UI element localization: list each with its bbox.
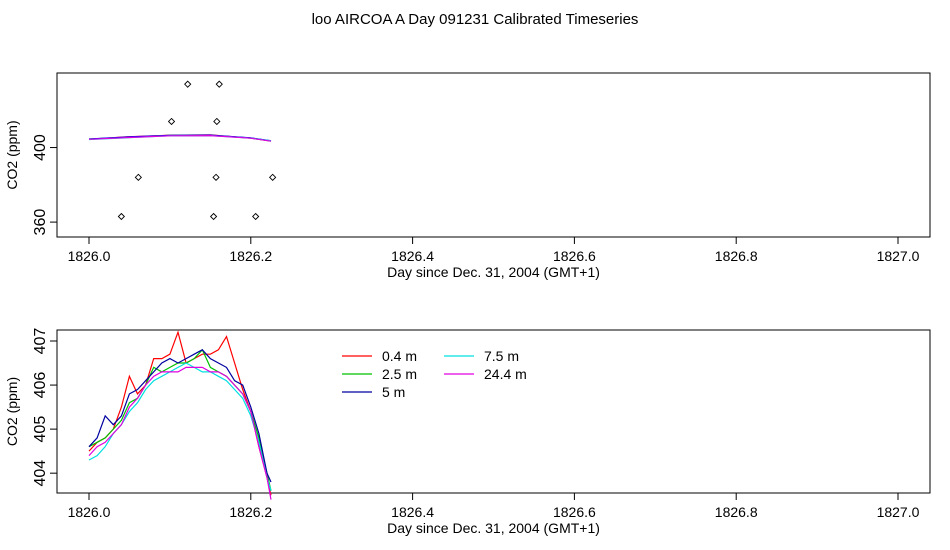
data-point xyxy=(184,80,192,88)
x-tick-label: 1826.2 xyxy=(229,504,272,520)
y-tick-label: 406 xyxy=(32,372,49,399)
x-tick-label: 1826.4 xyxy=(391,504,434,520)
y-tick-label: 400 xyxy=(32,134,49,161)
y-tick-label: 407 xyxy=(32,328,49,355)
y-tick-label: 360 xyxy=(32,209,49,236)
legend-label: 24.4 m xyxy=(484,366,527,382)
page-title: loo AIRCOA A Day 091231 Calibrated Times… xyxy=(311,11,639,28)
y-axis-label: CO2 (ppm) xyxy=(4,377,20,446)
series-line xyxy=(88,349,272,483)
plot-frame xyxy=(56,72,931,238)
x-tick-label: 1826.2 xyxy=(229,248,272,264)
y-tick-label: 404 xyxy=(32,460,49,487)
data-point xyxy=(209,212,218,221)
legend-label: 0.4 m xyxy=(382,348,417,364)
series-line xyxy=(88,134,272,142)
x-tick-label: 1827.0 xyxy=(877,248,920,264)
top-panel: 1826.0 1826.2 1826.4 1826.6 1826.8 1827.0 Day … xyxy=(4,72,931,280)
x-tick-label: 1826.0 xyxy=(68,504,111,520)
legend-label: 7.5 m xyxy=(484,348,519,364)
series-line xyxy=(88,330,272,496)
x-tick-label: 1826.8 xyxy=(715,504,758,520)
data-point xyxy=(215,80,223,88)
data-point xyxy=(212,173,220,182)
data-point xyxy=(117,212,125,221)
y-tick-label: 405 xyxy=(32,416,49,443)
x-axis-label: Day since Dec. 31, 2004 (GMT+1) xyxy=(387,520,600,536)
x-tick-label: 1827.0 xyxy=(877,504,920,520)
legend-label: 2.5 m xyxy=(382,366,417,382)
data-point xyxy=(167,117,176,126)
data-point xyxy=(252,212,260,221)
x-tick-label: 1826.6 xyxy=(553,504,596,520)
series-line xyxy=(88,366,272,500)
series-line xyxy=(88,362,272,491)
plot-frame xyxy=(56,329,931,494)
data-point xyxy=(134,173,142,182)
x-tick-label: 1826.0 xyxy=(68,248,111,264)
data-point xyxy=(269,173,277,182)
x-tick-label: 1826.8 xyxy=(715,248,758,264)
bottom-panel: 1826.0 1826.2 1826.4 1826.6 1826.8 1827.0 Day … xyxy=(4,328,931,536)
x-tick-label: 1826.6 xyxy=(553,248,596,264)
data-point xyxy=(213,117,221,126)
legend-label: 5 m xyxy=(382,384,405,400)
x-axis-label: Day since Dec. 31, 2004 (GMT+1) xyxy=(387,264,600,280)
y-axis-label: CO2 (ppm) xyxy=(4,120,20,189)
x-tick-label: 1826.4 xyxy=(391,248,434,264)
